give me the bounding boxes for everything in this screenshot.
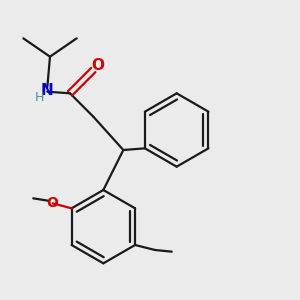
- Text: H: H: [34, 91, 44, 104]
- Text: O: O: [46, 196, 58, 210]
- Text: N: N: [41, 83, 54, 98]
- Text: O: O: [91, 58, 104, 74]
